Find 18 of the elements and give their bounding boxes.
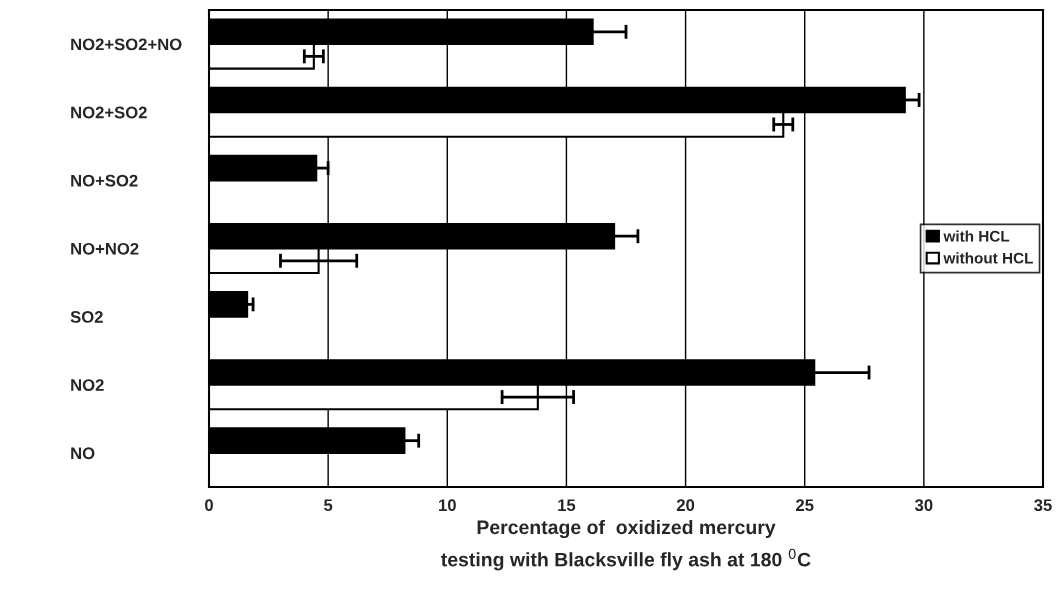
legend-label: without HCL [943,252,1033,264]
y-tick-label: SO2 [70,311,103,323]
y-tick-label: NO [71,447,95,460]
y-tick-label: NO2+SO2+NO [71,38,182,51]
x-tick-label: 0 [205,499,213,512]
x-axis-title: Percentage of oxidized mercury testing with Blacksville fly ash at 180 $^{0}$C [441,519,811,571]
y-tick-label: NO+NO2 [71,242,139,255]
x-tick-label: 5 [324,499,333,512]
x-tick-label: 10 [439,499,456,512]
y-tick-label: NO2 [71,379,104,391]
legend-label: with HCL [943,230,1010,242]
x-tick-label: 30 [914,499,933,512]
y-tick-label: NO+SO2 [71,174,138,187]
x-tick-label: 20 [676,499,695,512]
x-tick-label: 35 [1034,499,1052,512]
x-tick-label: 15 [558,499,576,512]
x-tick-label: 25 [796,499,814,512]
y-tick-label: NO2+SO2 [71,106,147,119]
